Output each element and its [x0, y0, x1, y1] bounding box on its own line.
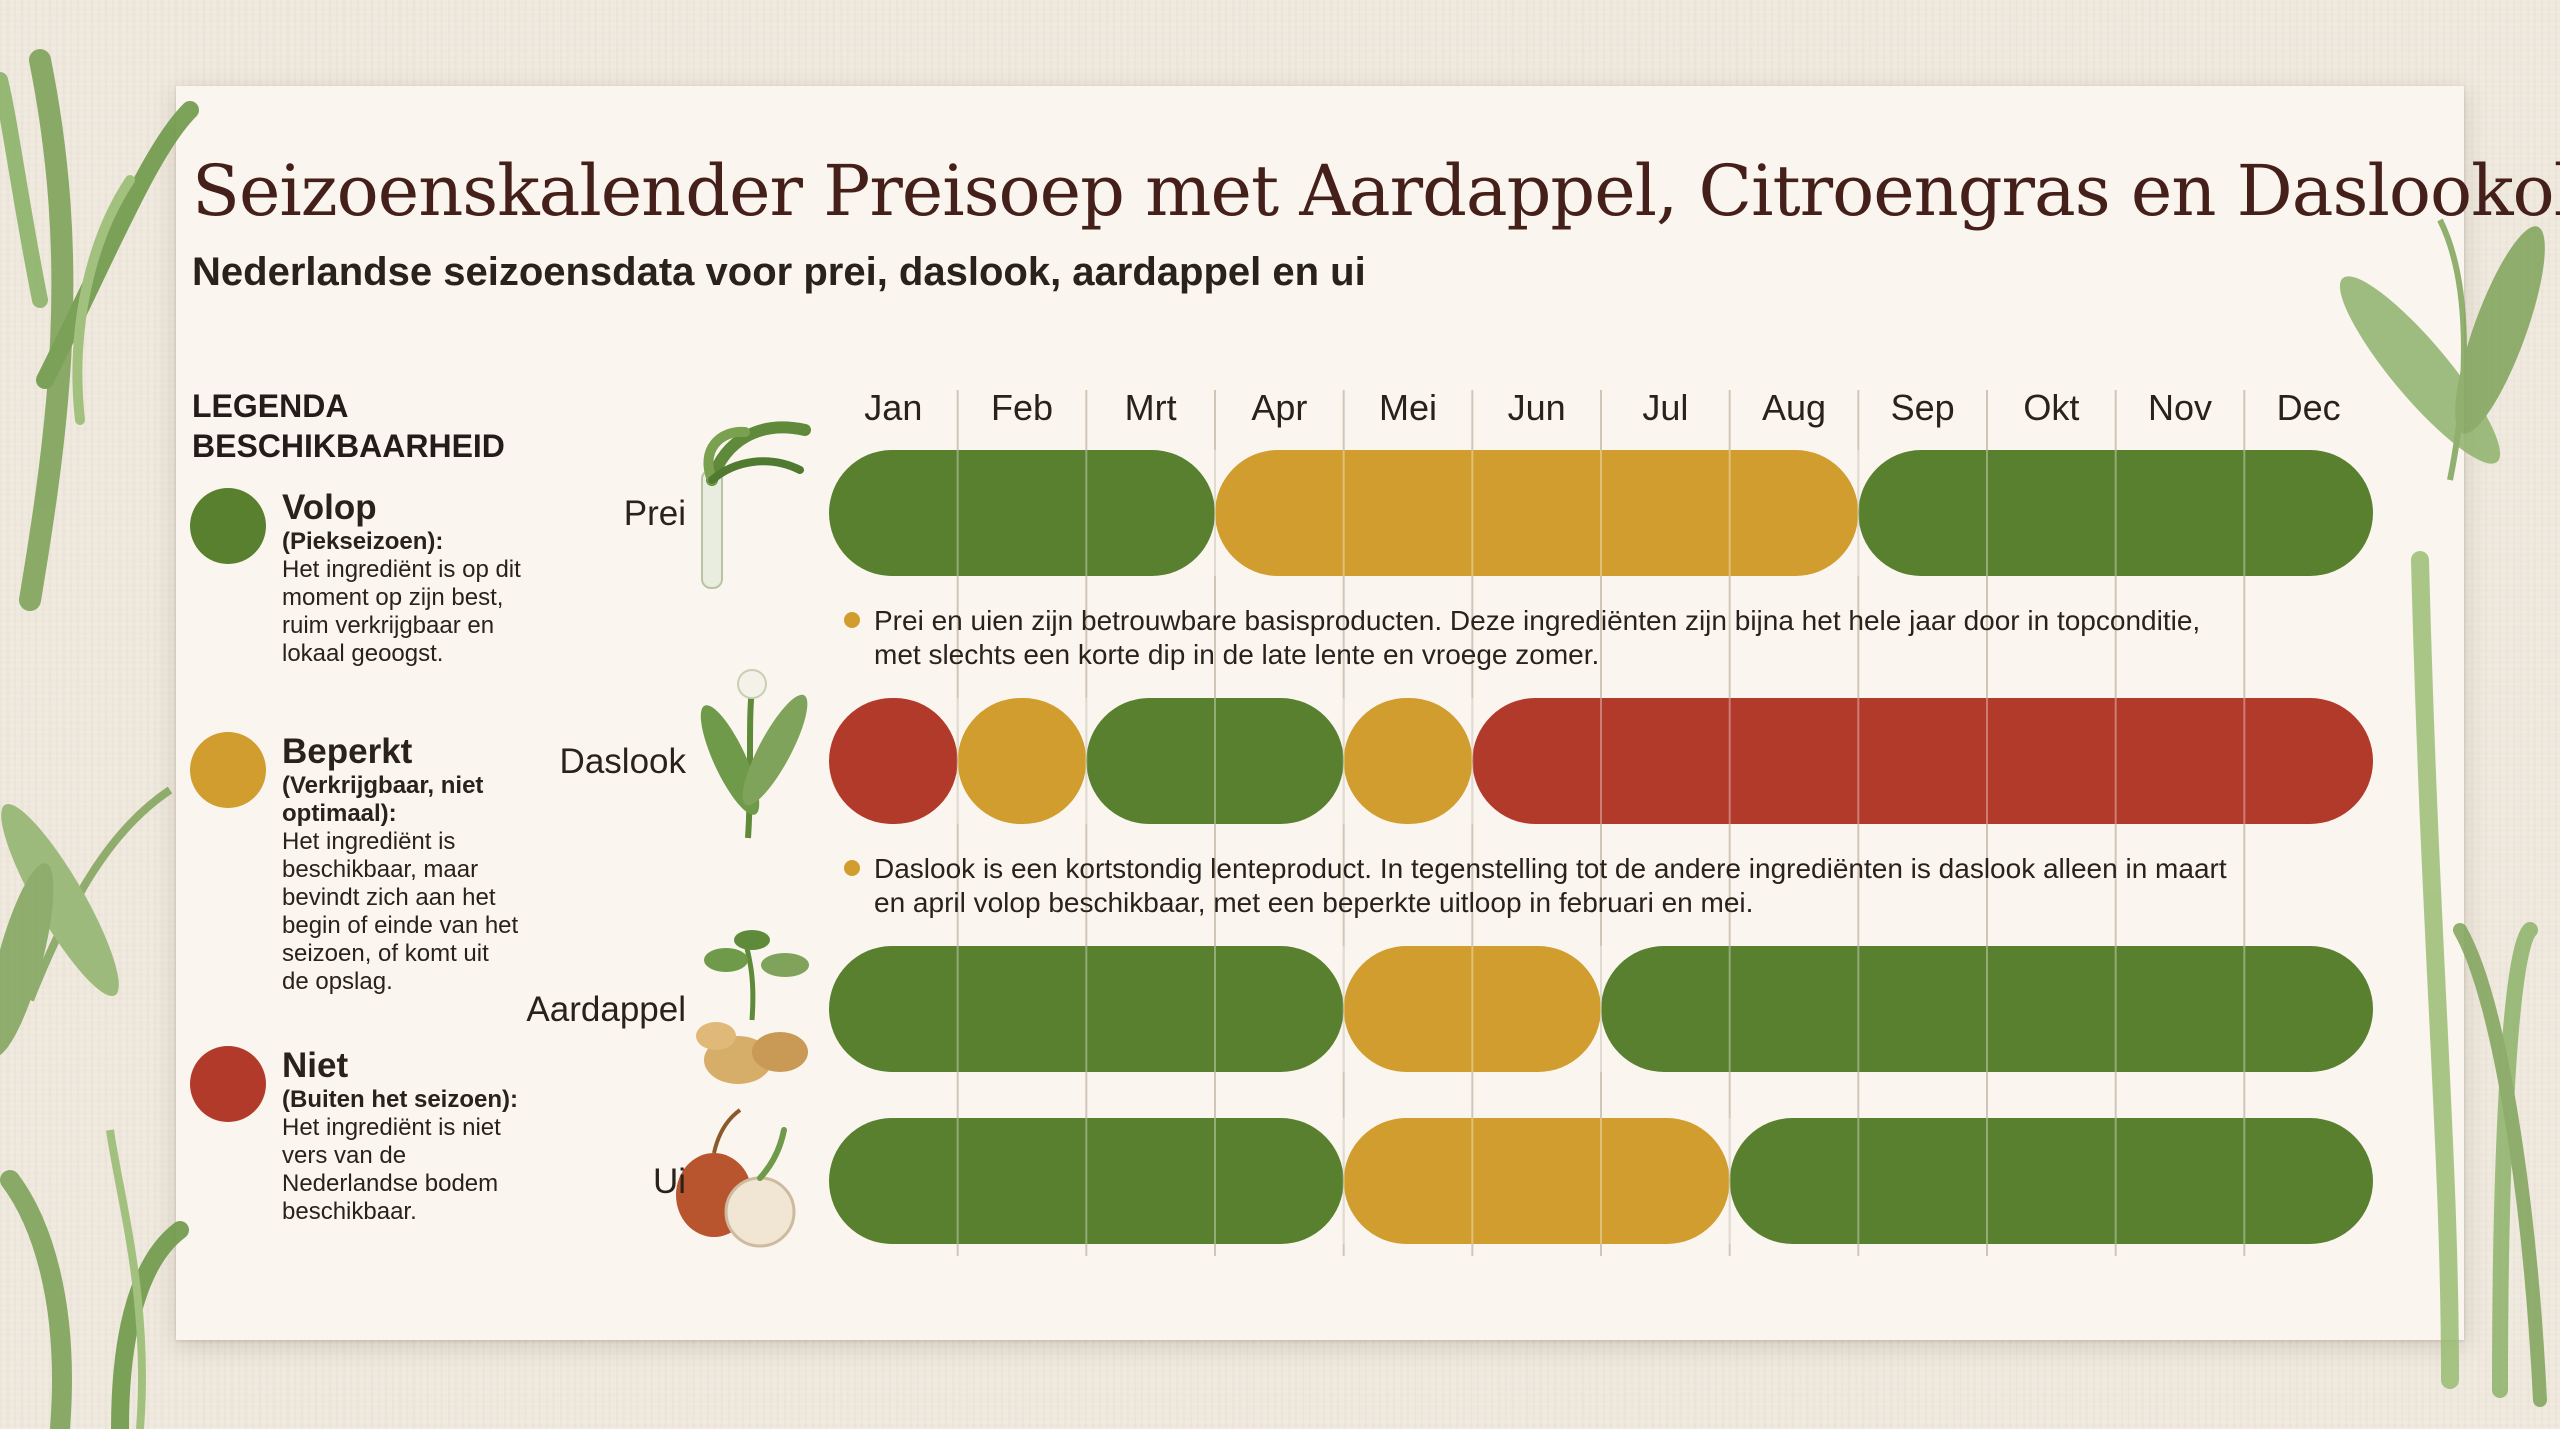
- note-line: en april volop beschikbaar, met een bepe…: [874, 887, 1753, 918]
- leek-icon: [701, 421, 811, 589]
- availability-segment-volop: [1086, 698, 1344, 824]
- legend-dot-volop: [190, 488, 266, 564]
- page-title: Seizoenskalender Preisoep met Aardappel,…: [192, 150, 2560, 232]
- note-bullet: [844, 860, 860, 876]
- month-label: Okt: [2023, 387, 2079, 428]
- month-label: Nov: [2148, 387, 2212, 428]
- legend-heading-line2: BESCHIKBAARHEID: [192, 428, 505, 464]
- wild-garlic-illustration-left: [0, 786, 173, 1057]
- legend-sub: (Piekseizoen):: [282, 528, 444, 555]
- note-line: Prei en uien zijn betrouwbare basisprodu…: [874, 605, 2200, 636]
- wild-garlic-icon: [700, 669, 808, 839]
- onion-icon: [676, 1108, 796, 1248]
- month-label: Dec: [2277, 387, 2341, 428]
- legend-sub: (Buiten het seizoen):: [282, 1086, 519, 1113]
- note-line: met slechts een korte dip in de late len…: [874, 639, 1599, 670]
- availability-segment-volop: [1601, 946, 2373, 1072]
- month-labels: Jan Feb Mrt Apr Mei Jun Jul Aug Sep Okt Nov Dec: [864, 387, 2340, 428]
- legend-dot-niet: [190, 1046, 266, 1122]
- availability-segment-volop: [829, 1118, 1344, 1244]
- month-label: Apr: [1251, 387, 1307, 428]
- ingredient-labels: Prei Daslook Aardappel Ui: [526, 494, 686, 1201]
- ingredient-label: Daslook: [560, 742, 687, 781]
- legend-dot-beperkt: [190, 732, 266, 808]
- month-label: Aug: [1762, 387, 1826, 428]
- month-label: Mrt: [1125, 387, 1177, 428]
- month-label: Mei: [1379, 387, 1437, 428]
- note-line: Daslook is een kortstondig lenteproduct.…: [874, 853, 2227, 884]
- leek-illustration-left: [0, 49, 199, 611]
- legend-heading-line1: LEGENDA: [192, 388, 349, 424]
- availability-segment-beperkt: [957, 698, 1087, 824]
- wild-garlic-illustration-right: [2339, 218, 2545, 481]
- page-subtitle: Nederlandse seizoensdata voor prei, dasl…: [192, 250, 1366, 294]
- availability-segment-volop: [829, 450, 1215, 576]
- legend-desc: Het ingrediënt is beschikbaar, maar bevi…: [282, 828, 519, 995]
- availability-segment-volop: [1858, 450, 2373, 576]
- ingredient-label: Prei: [624, 494, 686, 533]
- availability-bars: [829, 450, 2373, 1244]
- ingredient-notes: Prei en uien zijn betrouwbare basisprodu…: [844, 605, 2227, 918]
- legend-name: Niet: [282, 1046, 349, 1085]
- legend-name: Beperkt: [282, 732, 413, 771]
- availability-segment-beperkt: [1343, 1118, 1730, 1244]
- legend-heading: LEGENDA BESCHIKBAARHEID: [192, 386, 522, 466]
- ingredient-label: Ui: [653, 1162, 686, 1201]
- note-bullet: [844, 612, 860, 628]
- leek-illustration-bottom-left: [0, 1129, 189, 1429]
- availability-segment-beperkt: [1215, 450, 1859, 576]
- month-label: Jul: [1642, 387, 1688, 428]
- availability-segment-volop: [1729, 1118, 2373, 1244]
- month-label: Jun: [1508, 387, 1566, 428]
- legend-desc: Het ingrediënt is niet vers van de Neder…: [282, 1114, 501, 1225]
- availability-segment-volop: [829, 946, 1344, 1072]
- availability-segment-beperkt: [1343, 946, 1601, 1072]
- availability-segment-beperkt: [1343, 698, 1473, 824]
- legend-desc: Het ingrediënt is op dit moment op zijn …: [282, 556, 521, 667]
- ingredient-label: Aardappel: [526, 990, 686, 1029]
- month-label: Jan: [864, 387, 922, 428]
- legend-name: Volop: [282, 488, 377, 527]
- legend-sub: (Verkrijgbaar, niet optimaal):: [282, 772, 484, 827]
- lemongrass-illustration-right: [2411, 551, 2547, 1407]
- availability-segment-niet: [1472, 698, 2373, 824]
- month-label: Feb: [991, 387, 1053, 428]
- month-label: Sep: [1891, 387, 1955, 428]
- potato-icon: [696, 930, 809, 1084]
- availability-segment-niet: [829, 698, 958, 824]
